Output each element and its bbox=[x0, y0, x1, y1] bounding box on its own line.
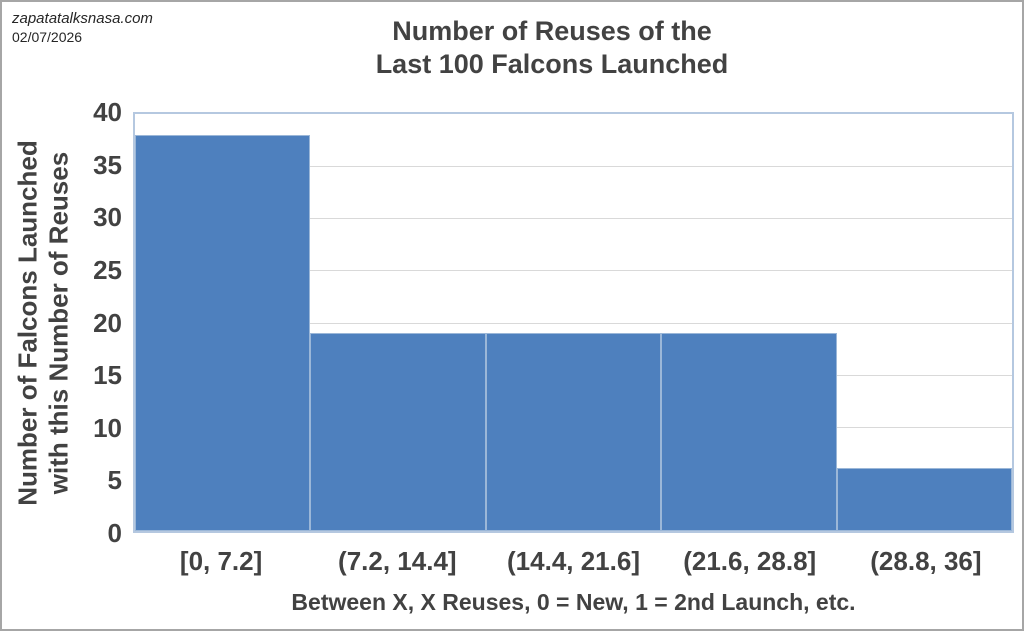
x-tick-label-0: [0, 7.2] bbox=[179, 546, 263, 576]
gridline-30 bbox=[135, 218, 1012, 220]
chart-title: Number of Reuses of the Last 100 Falcons… bbox=[122, 15, 982, 81]
plot-area bbox=[133, 112, 1014, 533]
x-tick-label-4: (28.8, 36] bbox=[870, 546, 982, 576]
y-tick-label-40: 40 bbox=[93, 97, 122, 127]
y-tick-label-0: 0 bbox=[107, 518, 122, 548]
y-tick-label-15: 15 bbox=[93, 360, 122, 391]
chart-title-line-1: Number of Reuses of the bbox=[392, 16, 712, 46]
x-tick-label-3: (21.6, 28.8] bbox=[683, 546, 817, 576]
watermark: zapatatalksnasa.com 02/07/2026 bbox=[12, 9, 153, 47]
x-axis-title: Between X, X Reuses, 0 = New, 1 = 2nd La… bbox=[291, 589, 856, 615]
y-axis-ticks: 0 5 10 15 20 25 30 35 40 bbox=[2, 97, 128, 548]
watermark-date: 02/07/2026 bbox=[12, 29, 83, 45]
y-tick-label-5: 5 bbox=[107, 465, 122, 496]
gridline-25 bbox=[135, 270, 1012, 272]
watermark-site: zapatatalksnasa.com bbox=[12, 10, 153, 27]
y-tick-label-25: 25 bbox=[93, 254, 122, 285]
chart-title-line-2: Last 100 Falcons Launched bbox=[375, 49, 729, 79]
gridline-20 bbox=[135, 322, 1012, 324]
bar-(21.6, 28.8] bbox=[661, 332, 837, 531]
x-tick-label-1: (7.2, 14.4] bbox=[338, 546, 457, 576]
bar-(7.2, 14.4] bbox=[310, 332, 486, 531]
x-tick-label-2: (14.4, 21.6] bbox=[507, 546, 640, 576]
bar-[0, 7.2] bbox=[135, 134, 311, 531]
y-tick-label-20: 20 bbox=[93, 307, 122, 338]
bar-(14.4, 21.6] bbox=[485, 332, 662, 531]
gridline-35 bbox=[135, 166, 1012, 168]
bar-(28.8, 36] bbox=[836, 468, 1013, 531]
y-tick-label-30: 30 bbox=[93, 202, 122, 233]
x-axis-ticks: [0, 7.2] (7.2, 14.4] (14.4, 21.6] (21.6, 28… bbox=[133, 535, 1014, 577]
bars bbox=[135, 114, 1013, 531]
y-tick-label-10: 10 bbox=[93, 412, 122, 443]
y-tick-label-35: 35 bbox=[93, 149, 122, 180]
